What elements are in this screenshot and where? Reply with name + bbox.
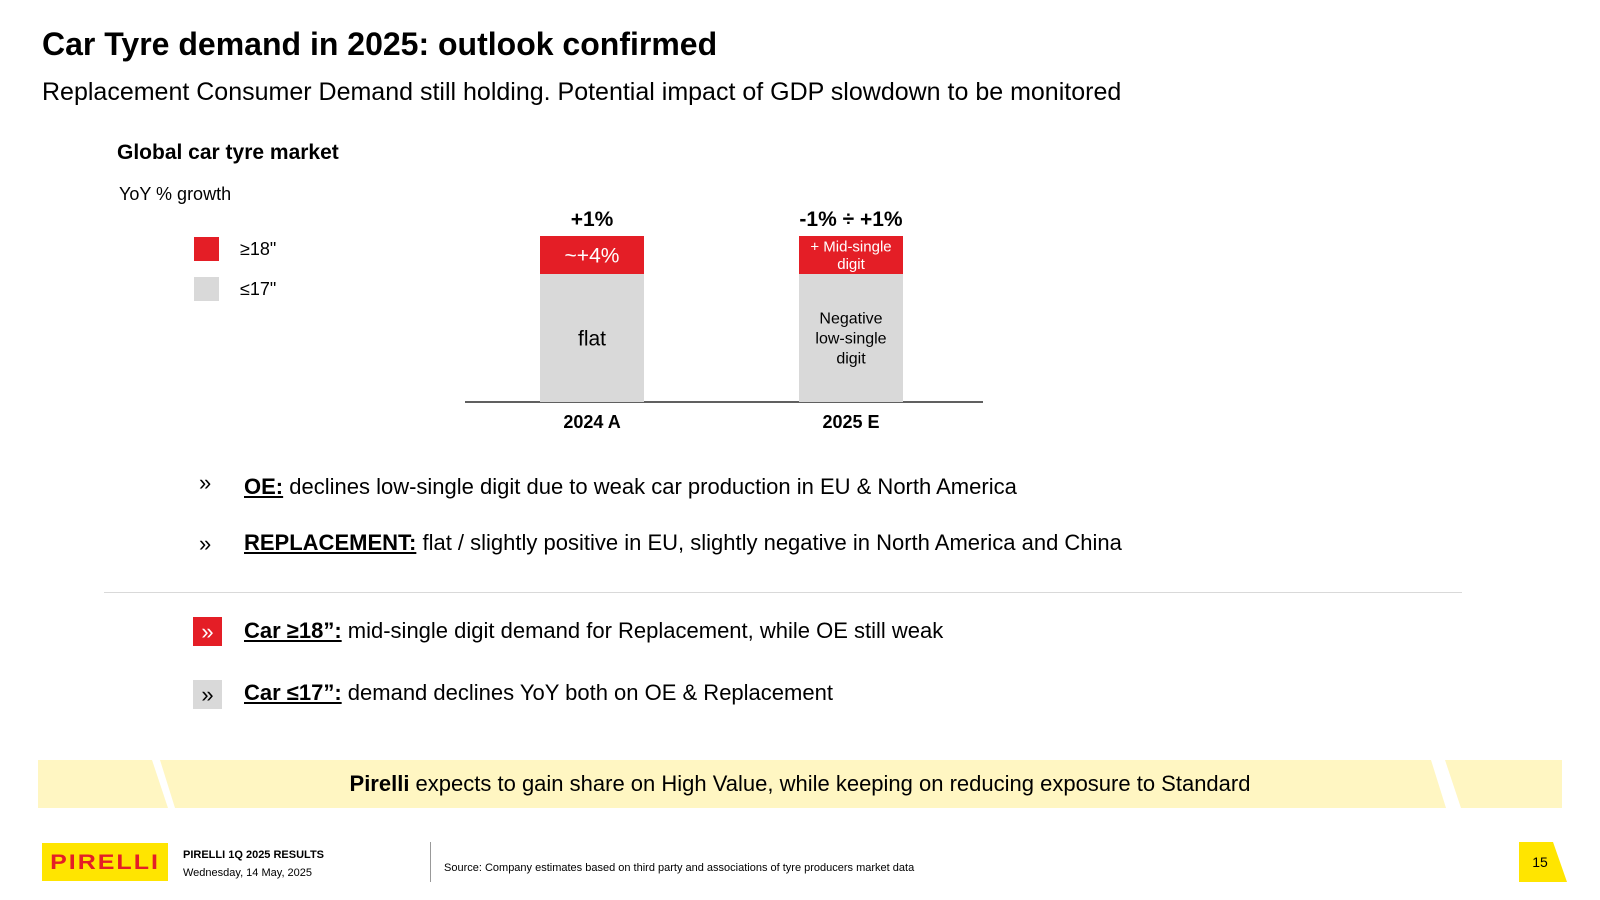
bar-label-large: ~+4% <box>565 244 620 267</box>
x-tick-label: 2025 E <box>822 412 879 432</box>
x-tick-label: 2024 A <box>563 412 620 432</box>
chart-unit-label: YoY % growth <box>119 184 232 204</box>
legend-label-large: ≥18" <box>240 239 277 259</box>
bar-segment-large <box>540 236 644 274</box>
page-number-badge <box>1519 842 1567 882</box>
chevron-red-icon: » <box>193 617 222 646</box>
footer-separator <box>430 842 431 882</box>
chevron-grey-icon: » <box>193 680 222 709</box>
page-number: 15 <box>1532 854 1548 870</box>
banner-message: Pirelli expects to gain share on High Va… <box>0 771 1600 797</box>
legend-swatch-large <box>194 237 219 261</box>
chevron-icon: » <box>199 531 212 556</box>
logo-text: PIRELLI <box>50 849 160 874</box>
legend-swatch-small <box>194 277 219 301</box>
bar-chart: flat ~+4% +1% 2024 A Negative low-single digit… <box>465 208 983 432</box>
slide-subtitle: Replacement Consumer Demand still holdin… <box>42 78 1122 106</box>
bullet-small-tyres: Car ≤17”: demand declines YoY both on OE… <box>244 680 833 706</box>
pirelli-logo: PIRELLI <box>42 843 168 881</box>
bar-segment-small <box>540 274 644 402</box>
footer-report: PIRELLI 1Q 2025 RESULTS <box>183 849 325 861</box>
banner-bold: Pirelli <box>349 771 410 796</box>
bullet-large-key: Car ≥18”: <box>244 618 342 643</box>
bullet-oe-key: OE: <box>244 474 284 499</box>
banner-text: expects to gain share on High Value, whi… <box>409 771 1251 796</box>
bar-total-label: +1% <box>571 208 614 231</box>
legend-label-small: ≤17" <box>240 279 277 299</box>
bullet-replacement: REPLACEMENT: flat / slightly positive in… <box>244 530 1122 556</box>
bullet-large-text: mid-single digit demand for Replacement,… <box>341 618 944 643</box>
bullet-large-tyres: Car ≥18”: mid-single digit demand for Re… <box>244 618 943 644</box>
footer-date: Wednesday, 14 May, 2025 <box>183 867 313 879</box>
bar-total-label: -1% ÷ +1% <box>799 208 902 231</box>
slide-title: Car Tyre demand in 2025: outlook confirm… <box>42 26 718 62</box>
bullet-small-key: Car ≤17”: <box>244 680 342 705</box>
bullet-replacement-text: flat / slightly positive in EU, slightly… <box>416 530 1122 555</box>
bullet-replacement-key: REPLACEMENT: <box>244 530 417 555</box>
bar-segment-small <box>799 274 903 402</box>
divider <box>104 592 1462 593</box>
footer-source: Source: Company estimates based on third… <box>444 862 915 874</box>
bar-segment-large <box>799 236 903 274</box>
bar-label-small: Negative low-single digit <box>815 311 886 368</box>
bullet-oe-text: declines low-single digit due to weak ca… <box>283 474 1017 499</box>
chevron-icon: » <box>199 470 212 495</box>
bullet-small-text: demand declines YoY both on OE & Replace… <box>341 680 833 705</box>
chart-title: Global car tyre market <box>117 141 339 164</box>
bar-label-large: + Mid-single digit <box>810 239 891 273</box>
banner-background <box>38 760 1562 808</box>
bar-label-small: flat <box>578 327 606 350</box>
bullet-oe: OE: declines low-single digit due to wea… <box>244 474 1017 500</box>
